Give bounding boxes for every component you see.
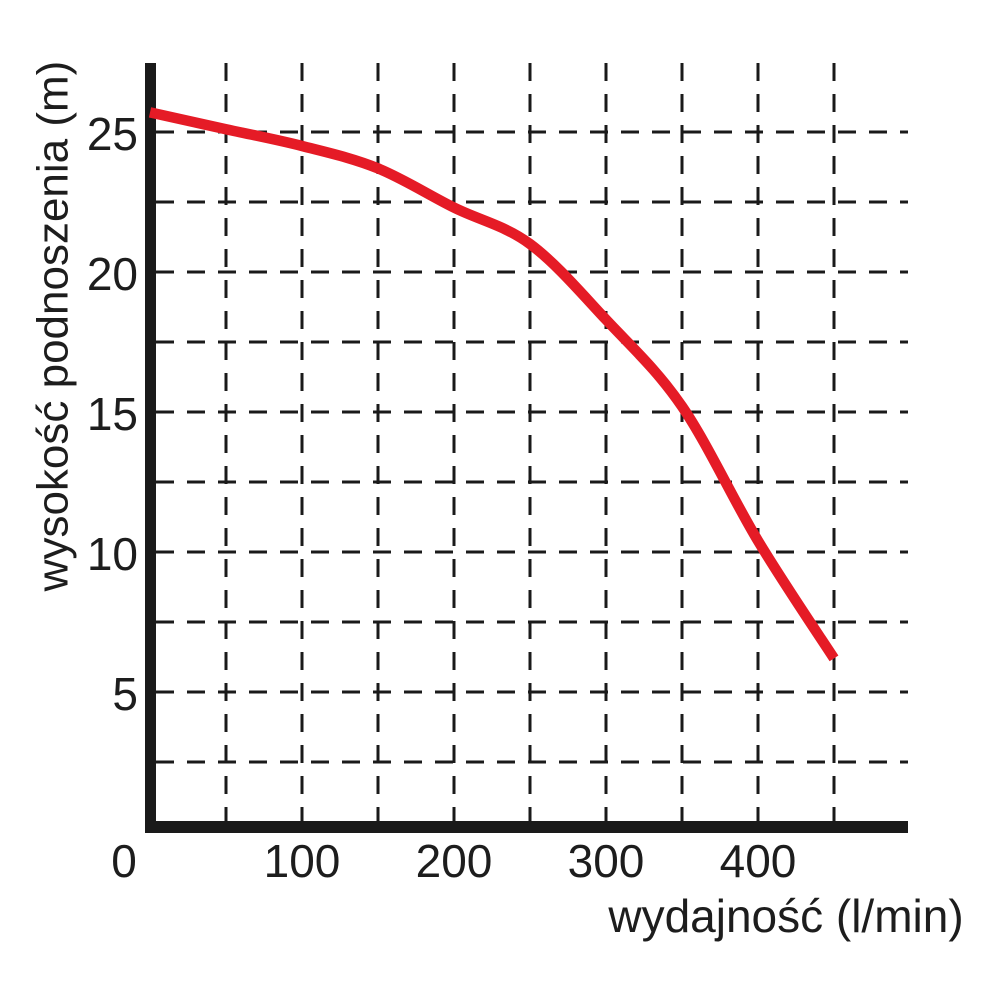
y-axis-title: wysokość podnoszenia (m) — [29, 61, 78, 593]
x-tick-label: 400 — [720, 835, 797, 887]
y-tick-label: 20 — [87, 248, 138, 300]
x-tick-label: 300 — [568, 835, 645, 887]
x-tick-label: 0 — [111, 835, 137, 887]
y-tick-label: 10 — [87, 528, 138, 580]
y-tick-label: 25 — [87, 108, 138, 160]
x-axis-tick-labels: 0 100 200 300 400 — [111, 835, 796, 887]
vertical-gridlines — [224, 63, 836, 828]
x-tick-label: 100 — [264, 835, 341, 887]
x-axis-line — [145, 821, 908, 833]
y-tick-label: 5 — [112, 668, 138, 720]
pump-curve-line — [148, 107, 839, 662]
horizontal-gridlines — [156, 130, 908, 764]
x-axis-title: wydajność (l/min) — [607, 890, 963, 942]
y-axis-tick-labels: 5 10 15 20 25 — [87, 108, 138, 720]
y-tick-label: 15 — [87, 388, 138, 440]
y-axis-line — [145, 63, 156, 833]
x-tick-label: 200 — [416, 835, 493, 887]
